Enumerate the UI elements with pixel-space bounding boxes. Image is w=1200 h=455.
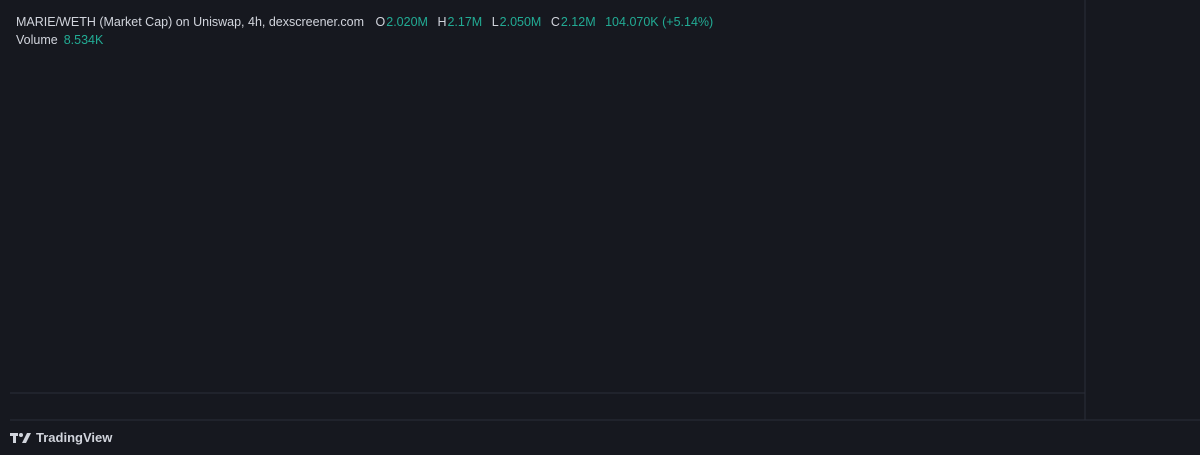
chart	[10, 0, 1200, 421]
volume-label: Volume	[16, 33, 58, 47]
volume-value: 8.534K	[63, 33, 104, 47]
close-label: C	[550, 15, 560, 29]
low-label: L	[491, 15, 499, 29]
open-label: O	[375, 15, 386, 29]
legend-line: MARIE/WETH (Market Cap) on Uniswap, 4h, …	[16, 15, 719, 29]
brand[interactable]: TradingView	[10, 430, 112, 445]
high-value: 2.17M	[447, 15, 483, 29]
change-value: 104.070K (+5.14%)	[605, 15, 714, 29]
volume-legend: Volume 8.534K	[16, 33, 109, 47]
close-value: 2.12M	[560, 15, 596, 29]
open-value: 2.020M	[386, 15, 428, 29]
high-label: H	[437, 15, 447, 29]
symbol-title: MARIE/WETH (Market Cap) on Uniswap, 4h, …	[16, 15, 365, 29]
brand-logo	[10, 432, 31, 443]
brand-name: TradingView	[36, 430, 113, 445]
low-value: 2.050M	[499, 15, 542, 29]
